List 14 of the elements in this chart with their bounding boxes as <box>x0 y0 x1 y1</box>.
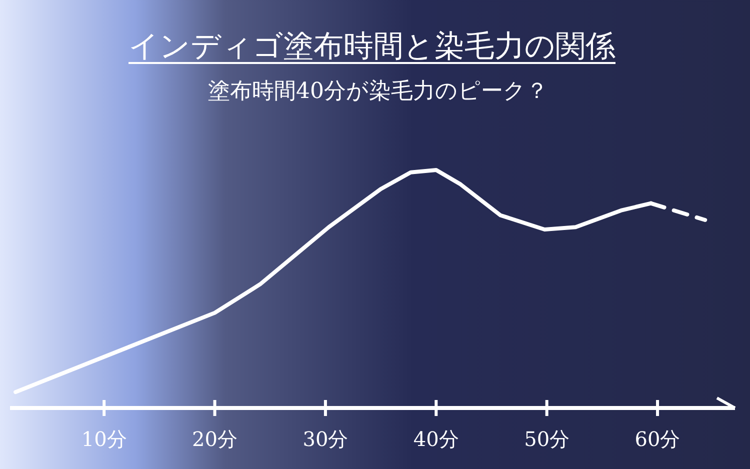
x-tick: 40分 <box>413 400 459 451</box>
x-tick-label: 30分 <box>302 427 348 451</box>
x-tick: 20分 <box>192 400 238 451</box>
x-tick-label: 40分 <box>413 427 459 451</box>
x-tick: 10分 <box>81 400 127 451</box>
x-tick: 30分 <box>302 400 348 451</box>
x-tick-label: 20分 <box>192 427 238 451</box>
x-tick-label: 50分 <box>524 427 570 451</box>
x-tick-label: 60分 <box>634 427 680 451</box>
x-tick: 50分 <box>524 400 570 451</box>
chart-subtitle: 塗布時間40分が染毛力のピーク？ <box>208 79 548 104</box>
x-tick-label: 10分 <box>81 427 127 451</box>
chart-title: インディゴ塗布時間と染毛力の関係 <box>128 29 616 64</box>
x-tick: 60分 <box>634 400 680 451</box>
